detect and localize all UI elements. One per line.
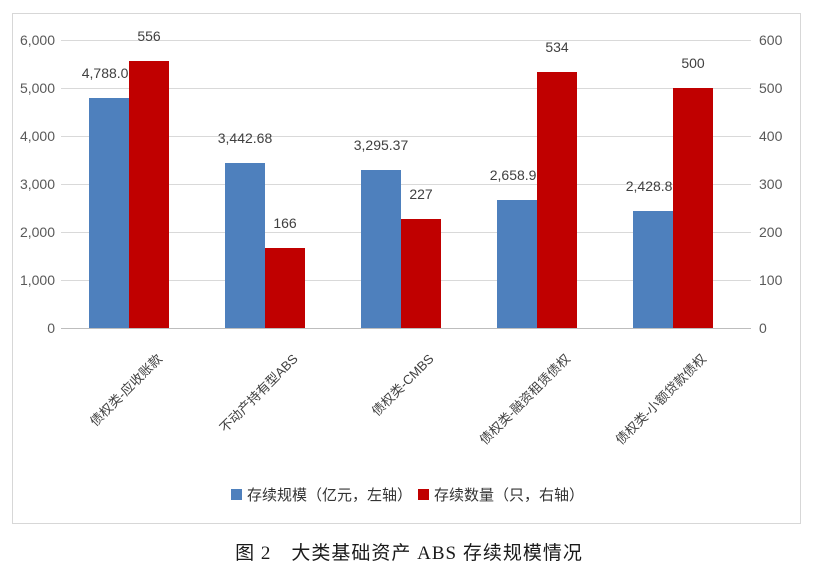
bar-chart: 6,000 600 5,000 500 4,000 400 3,000 300 2,000 200… — [12, 13, 801, 524]
bar-value-label: 500 — [681, 55, 705, 71]
figure-caption: 图 2 大类基础资产 ABS 存续规模情况 — [235, 543, 583, 564]
x-axis-category-label: 债权类-小额贷款债权 — [612, 351, 709, 448]
y-axis-tick-right: 400 — [759, 128, 783, 144]
legend-swatch-icon — [418, 489, 429, 500]
y-axis-tick-left: 3,000 — [19, 176, 55, 192]
y-axis-tick-left: 6,000 — [19, 32, 55, 48]
bar-scale-1 — [225, 162, 265, 328]
y-axis-tick-right: 200 — [759, 224, 783, 240]
bar-value-label: 2,658.92 — [489, 167, 545, 184]
y-axis-tick-right: 500 — [759, 80, 783, 96]
bar-count-4 — [673, 88, 713, 328]
bar-count-1 — [265, 248, 305, 328]
x-axis-category-label: 债权类-应收账款 — [86, 351, 165, 430]
bar-count-3 — [537, 71, 577, 328]
legend: 存续规模（亿元，左轴） 存续数量（只，右轴） — [13, 484, 802, 505]
bar-scale-0 — [89, 98, 129, 328]
y-axis-tick-left: 5,000 — [19, 80, 55, 96]
bar-value-label: 166 — [273, 215, 297, 232]
legend-item-scale: 存续规模（亿元，左轴） — [230, 484, 412, 505]
y-axis-tick-right: 600 — [759, 32, 783, 48]
y-axis-tick-left: 2,000 — [19, 224, 55, 240]
bar-value-label: 2,428.82 — [625, 178, 681, 195]
bar-value-label: 3,295.37 — [353, 136, 409, 153]
y-axis-tick-right: 300 — [759, 176, 783, 192]
gridline — [61, 136, 751, 137]
bar-scale-2 — [361, 169, 401, 328]
x-axis-category-label: 债权类-CMBS — [368, 351, 437, 419]
y-axis-tick-right: 100 — [759, 272, 783, 288]
bar-scale-3 — [497, 200, 537, 328]
bar-value-label: 556 — [137, 28, 161, 45]
gridline — [61, 184, 751, 185]
x-axis-category-label: 不动产持有型ABS — [216, 351, 301, 436]
bar-value-label: 227 — [409, 186, 433, 203]
legend-label: 存续数量（只，右轴） — [434, 487, 585, 504]
bar-value-label: 534 — [545, 38, 569, 55]
bar-value-label: 4,788.07 — [81, 65, 137, 82]
bar-value-label: 3,442.68 — [217, 129, 273, 146]
legend-label: 存续规模（亿元，左轴） — [246, 487, 412, 504]
y-axis-tick-left: 1,000 — [19, 272, 55, 288]
bar-count-0 — [129, 61, 169, 328]
y-axis-tick-right: 0 — [759, 320, 767, 336]
gridline — [61, 88, 751, 89]
x-axis-category-label: 债权类-融资租赁债权 — [476, 351, 573, 448]
y-axis-tick-left: 4,000 — [19, 128, 55, 144]
gridline — [61, 40, 751, 41]
x-axis-line — [61, 328, 751, 329]
bar-count-2 — [401, 219, 441, 328]
legend-swatch-icon — [230, 489, 242, 500]
legend-item-count: 存续数量（只，右轴） — [418, 484, 584, 505]
y-axis-tick-left: 0 — [47, 320, 55, 336]
bar-scale-4 — [633, 211, 673, 328]
